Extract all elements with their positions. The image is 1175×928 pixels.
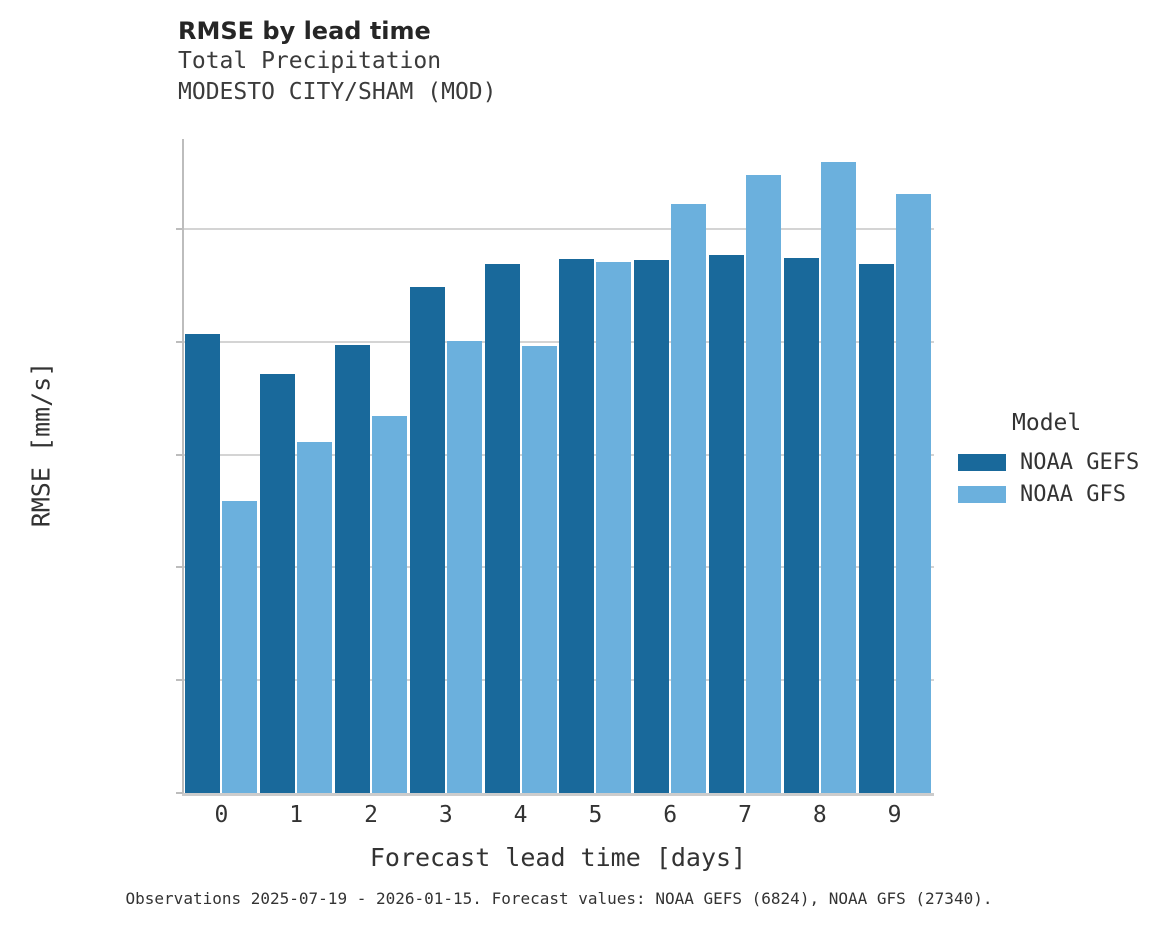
legend-item-gfs[interactable]: NOAA GFS [958, 478, 1173, 510]
bar-noaa-gefs-day-4[interactable] [484, 264, 520, 793]
bar-noaa-gfs-day-6[interactable] [671, 204, 707, 793]
legend-title: Model [1012, 410, 1082, 436]
chart-subtitle-variable: Total Precipitation [178, 48, 442, 74]
legend-label-gefs: NOAA GEFS [1020, 449, 1140, 475]
y-tick-mark [176, 792, 183, 794]
legend-swatch-gfs [958, 485, 1006, 503]
x-tick-label-4: 4 [513, 802, 528, 828]
x-tick-label-8: 8 [812, 802, 827, 828]
bar-noaa-gefs-day-1[interactable] [260, 373, 296, 793]
gridline [184, 679, 934, 682]
bar-noaa-gfs-day-7[interactable] [746, 175, 781, 793]
bar-noaa-gfs-day-8[interactable] [820, 161, 856, 793]
y-tick-mark [176, 453, 183, 456]
bar-noaa-gefs-day-5[interactable] [559, 259, 595, 793]
y-axis-line [182, 139, 184, 795]
bar-noaa-gefs-day-7[interactable] [709, 255, 744, 793]
gridline [184, 453, 934, 456]
bar-noaa-gfs-day-4[interactable] [521, 345, 557, 793]
x-tick-label-5: 5 [588, 802, 603, 828]
bar-noaa-gfs-day-5[interactable] [596, 261, 632, 793]
y-axis-title: RMSE [mm/s] [26, 361, 56, 528]
y-tick-mark [176, 340, 183, 343]
bar-noaa-gfs-day-3[interactable] [446, 341, 482, 793]
plot-area: 0 1 2 3 4 5 6 7 8 9 [176, 139, 934, 828]
bar-noaa-gefs-day-3[interactable] [409, 286, 445, 793]
gridline [184, 566, 934, 569]
legend: Model NOAA GEFS NOAA GFS [958, 410, 1173, 510]
x-axis-title: Forecast lead time [days] [369, 843, 747, 872]
x-tick-label-2: 2 [364, 802, 378, 828]
y-tick-mark [176, 228, 183, 231]
bar-noaa-gefs-day-0[interactable] [185, 333, 221, 793]
x-axis-line [182, 793, 934, 796]
y-tick-mark [176, 566, 183, 569]
chart-subtitle-station: MODESTO CITY/SHAM (MOD) [178, 79, 497, 105]
x-tick-label-1: 1 [289, 802, 304, 828]
bar-noaa-gfs-day-0[interactable] [222, 500, 258, 793]
legend-label-gfs: NOAA GFS [1020, 481, 1126, 507]
bar-noaa-gfs-day-1[interactable] [297, 441, 333, 793]
bar-noaa-gefs-day-6[interactable] [634, 259, 670, 793]
x-tick-label-0: 0 [214, 802, 229, 828]
x-tick-label-3: 3 [438, 802, 453, 828]
legend-item-gefs[interactable]: NOAA GEFS [958, 446, 1173, 478]
footnote: Observations 2025-07-19 - 2026-01-15. Fo… [125, 889, 993, 908]
x-tick-label-7: 7 [738, 802, 752, 828]
bar-noaa-gfs-day-2[interactable] [372, 416, 407, 793]
title-block: RMSE by lead time Total Precipitation MO… [178, 16, 878, 108]
bar-noaa-gfs-day-9[interactable] [895, 193, 931, 793]
page-title: RMSE by lead time [178, 17, 431, 45]
bar-noaa-gefs-day-2[interactable] [335, 344, 370, 793]
legend-swatch-gefs [958, 453, 1006, 471]
bar-noaa-gefs-day-9[interactable] [858, 264, 894, 793]
gridline [184, 340, 934, 343]
x-tick-label-9: 9 [887, 802, 902, 828]
bar-noaa-gefs-day-8[interactable] [783, 257, 819, 793]
x-tick-label-6: 6 [663, 802, 678, 828]
gridline [184, 228, 934, 231]
y-tick-mark [176, 679, 183, 682]
